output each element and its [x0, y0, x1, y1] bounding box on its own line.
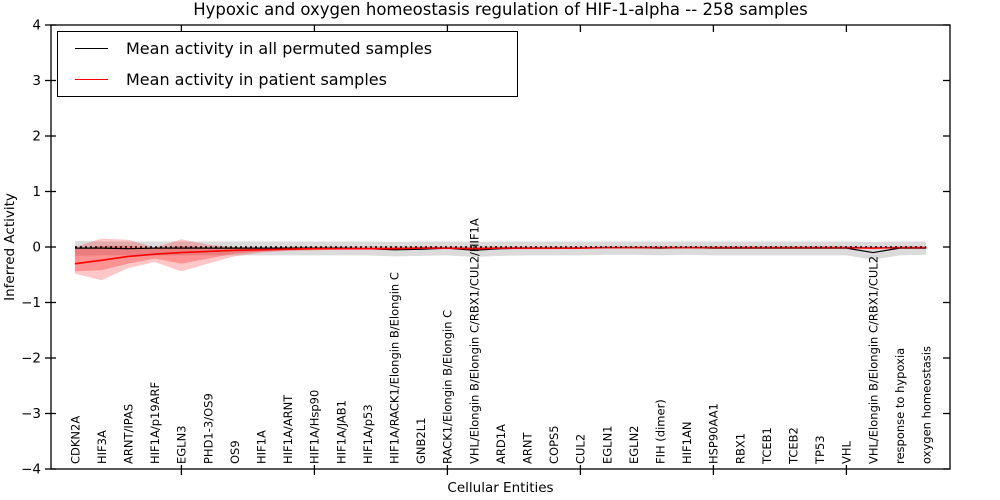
legend-label-patient: Mean activity in patient samples [126, 69, 387, 89]
x-category-label: CDKN2A [68, 416, 82, 464]
x-category-label: EGLN1 [600, 425, 614, 464]
x-category-label: EGLN2 [627, 425, 641, 464]
x-category-label: VHL/Elongin B/Elongin C/RBX1/CUL2 [866, 256, 880, 464]
chart-title: Hypoxic and oxygen homeostasis regulatio… [193, 0, 808, 19]
y-tick-label: 1 [32, 184, 41, 200]
x-category-label: response to hypoxia [893, 348, 907, 464]
x-category-label: GNB2L1 [414, 418, 428, 464]
y-tick-label: −1 [21, 295, 41, 311]
legend-label-permuted: Mean activity in all permuted samples [126, 39, 433, 59]
y-tick-label: −2 [21, 351, 41, 367]
x-category-label: HSP90AA1 [707, 403, 721, 464]
x-category-label: ARD1A [494, 424, 508, 464]
x-category-label: OS9 [228, 440, 242, 464]
legend-entry-permuted: Mean activity in all permuted samples [58, 35, 517, 63]
legend-line-sample-black [75, 48, 108, 50]
x-category-label: HIF1A/p53 [361, 404, 375, 464]
legend-line-sample-red [75, 78, 108, 80]
x-axis-label: Cellular Entities [447, 480, 553, 496]
x-category-label: EGLN3 [175, 425, 189, 464]
x-category-label: HIF3A [95, 430, 109, 464]
x-category-label: VHL/Elongin B/Elongin C/RBX1/CUL2/HIF1A [467, 218, 481, 464]
x-category-label: HIF1A/JAB1 [334, 400, 348, 464]
y-tick-label: 3 [32, 73, 41, 89]
x-category-label: HIF1A/ARNT [281, 394, 295, 464]
legend: Mean activity in all permuted samples Me… [57, 31, 518, 97]
legend-entry-patient: Mean activity in patient samples [58, 65, 517, 93]
y-tick-label: 2 [32, 129, 41, 145]
x-category-label: HIF1A/RACK1/Elongin B/Elongin C [388, 272, 402, 464]
x-category-label: TCEB1 [760, 427, 774, 465]
y-tick-label: 4 [32, 18, 41, 34]
y-axis-label: Inferred Activity [2, 193, 18, 301]
x-category-label: FIH (dimer) [654, 399, 668, 464]
x-category-label: CUL2 [574, 434, 588, 464]
band-permuted-samples-range [75, 240, 927, 260]
x-category-label: HIF1A [255, 430, 269, 464]
x-category-label: PHD1-3/OS9 [201, 393, 215, 464]
x-category-label: ARNT [521, 432, 535, 464]
x-category-label: HIF1AN [680, 422, 694, 464]
x-category-label: RBX1 [733, 433, 747, 464]
x-category-label: oxygen homeostasis [920, 346, 934, 464]
y-tick-label: −4 [21, 462, 41, 478]
y-tick-label: 0 [32, 240, 41, 256]
x-category-label: TP53 [813, 435, 827, 465]
x-category-label: COPS5 [547, 425, 561, 464]
x-category-label: VHL [840, 440, 854, 464]
y-tick-label: −3 [21, 406, 41, 422]
series-line-patient [74, 246, 927, 265]
x-category-label: HIF1A/Hsp90 [308, 390, 322, 464]
x-category-label: TCEB2 [787, 427, 801, 465]
x-category-label: RACK1/Elongin B/Elongin C [441, 310, 455, 464]
x-category-label: HIF1A/p19ARF [148, 382, 162, 464]
x-category-label: ARNT/IPAS [122, 404, 136, 464]
